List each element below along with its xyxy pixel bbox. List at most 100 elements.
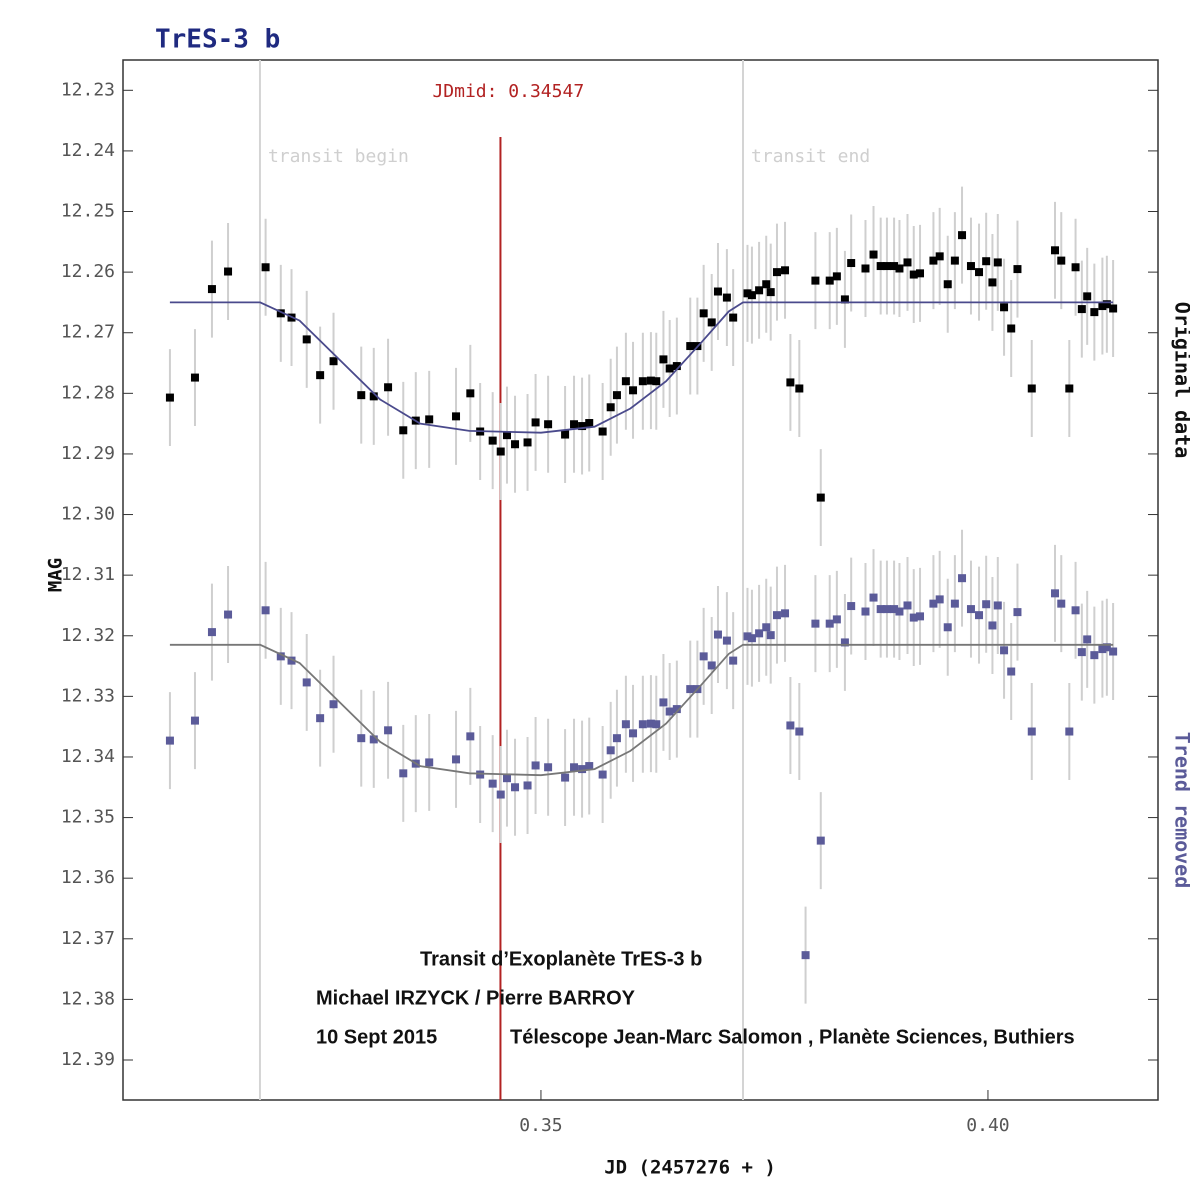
data-point xyxy=(606,403,615,412)
data-point xyxy=(795,727,804,736)
data-point xyxy=(935,595,944,604)
data-point xyxy=(847,602,856,611)
data-point xyxy=(502,431,511,440)
data-point xyxy=(861,264,870,273)
data-point xyxy=(1051,246,1060,255)
data-point xyxy=(425,758,434,767)
data-point xyxy=(729,656,738,665)
data-point xyxy=(544,420,553,429)
data-point xyxy=(302,678,311,687)
data-point xyxy=(585,762,594,771)
data-point xyxy=(699,652,708,661)
data-point xyxy=(950,599,959,608)
fit-line xyxy=(169,301,1114,434)
data-point xyxy=(1000,646,1009,655)
data-point xyxy=(452,755,461,764)
data-point xyxy=(832,272,841,281)
data-point xyxy=(950,256,959,265)
data-point xyxy=(598,770,607,779)
data-point xyxy=(1007,667,1016,676)
data-point xyxy=(832,615,841,624)
y-tick-label: 12.36 xyxy=(61,867,115,888)
y-tick-label: 12.30 xyxy=(61,504,115,525)
plot-frame xyxy=(122,59,1159,1101)
data-point xyxy=(496,790,505,799)
data-point xyxy=(476,770,485,779)
data-point xyxy=(1090,651,1099,660)
data-point xyxy=(686,685,695,694)
y-tick-label: 12.24 xyxy=(61,140,115,161)
y-tick-label: 12.25 xyxy=(61,201,115,222)
data-point xyxy=(399,769,408,778)
data-point xyxy=(621,720,630,729)
data-point xyxy=(993,258,1002,267)
data-point xyxy=(425,415,434,424)
data-point xyxy=(1083,292,1092,301)
data-point xyxy=(1013,265,1022,274)
data-point xyxy=(840,295,849,304)
data-point xyxy=(190,716,199,725)
chart-title: TrES-3 b xyxy=(155,25,280,55)
data-point xyxy=(1027,727,1036,736)
data-point xyxy=(801,951,810,960)
data-point xyxy=(1057,256,1066,265)
data-point xyxy=(629,729,638,738)
x-tick-label: 0.35 xyxy=(519,1115,562,1136)
data-point xyxy=(1057,599,1066,608)
data-point xyxy=(357,391,366,400)
data-point xyxy=(357,734,366,743)
data-point xyxy=(659,355,668,364)
data-point xyxy=(165,736,174,745)
data-point xyxy=(762,623,771,632)
annotation: Michael IRZYCK / Pierre BARROY xyxy=(316,987,636,1009)
data-point xyxy=(816,493,825,502)
y-tick-label: 12.34 xyxy=(61,746,115,767)
data-point xyxy=(840,638,849,647)
data-point xyxy=(766,631,775,640)
y-tick-label: 12.31 xyxy=(61,564,115,585)
data-point xyxy=(869,593,878,602)
data-point xyxy=(1077,648,1086,657)
data-point xyxy=(523,781,532,790)
data-point xyxy=(606,746,615,755)
data-point xyxy=(966,262,975,271)
data-point xyxy=(772,268,781,277)
data-points xyxy=(165,186,1118,1004)
data-point xyxy=(1013,608,1022,617)
data-point xyxy=(561,773,570,782)
data-point xyxy=(943,280,952,289)
data-point xyxy=(531,761,540,770)
data-point xyxy=(329,357,338,366)
data-point xyxy=(869,250,878,259)
data-point xyxy=(1109,304,1118,313)
data-point xyxy=(816,836,825,845)
data-point xyxy=(511,783,520,792)
data-point xyxy=(1077,305,1086,314)
data-point xyxy=(699,309,708,318)
data-point xyxy=(1065,384,1074,393)
data-point xyxy=(747,291,756,300)
data-point xyxy=(916,612,925,621)
data-point xyxy=(1098,645,1107,654)
data-point xyxy=(966,605,975,614)
y-tick-label: 12.26 xyxy=(61,261,115,282)
data-point xyxy=(876,605,885,614)
data-point xyxy=(1102,643,1111,652)
y-tick-label: 12.27 xyxy=(61,322,115,343)
data-point xyxy=(755,286,764,295)
data-point xyxy=(975,268,984,277)
data-point xyxy=(903,258,912,267)
y-tick-label: 12.38 xyxy=(61,988,115,1009)
data-point xyxy=(638,720,647,729)
reference-label: JDmid: 0.34547 xyxy=(432,81,584,102)
data-point xyxy=(165,393,174,402)
data-point xyxy=(958,231,967,240)
data-point xyxy=(890,262,899,271)
data-point xyxy=(747,634,756,643)
data-point xyxy=(1065,727,1074,736)
data-point xyxy=(612,391,621,400)
data-point xyxy=(1071,606,1080,615)
data-point xyxy=(786,378,795,387)
data-point xyxy=(466,389,475,398)
